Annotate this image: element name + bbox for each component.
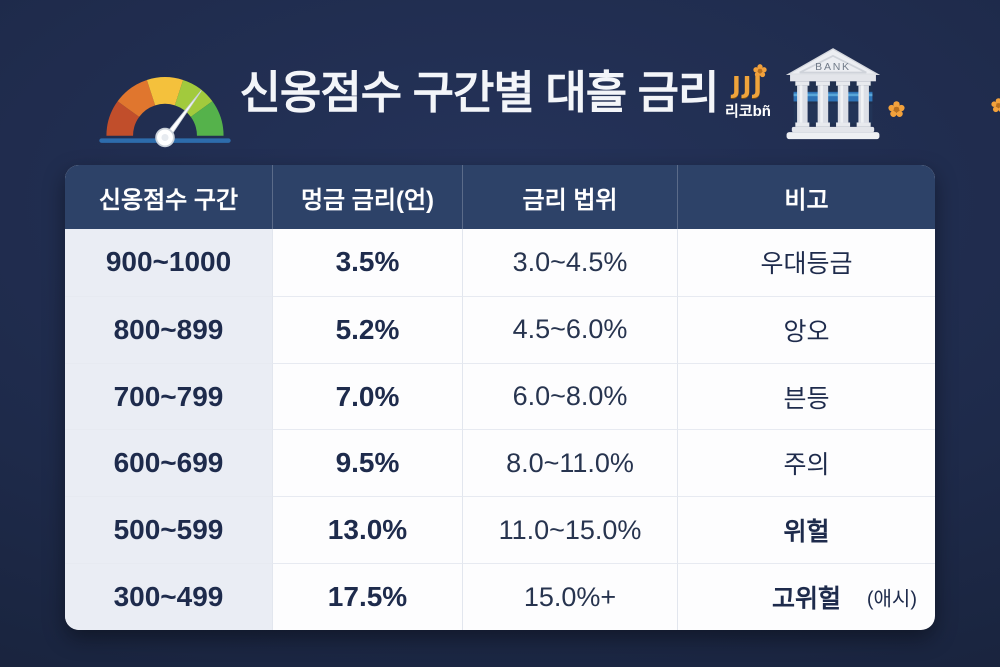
rates-table: 신옹점수 구간 멍금 금리(언) 금리 법위 비고 900~1000 3.5% … [65, 165, 935, 630]
page-title: 신옹점수 구간별 대흘 금리 [239, 67, 720, 118]
cell-score-range: 800~899 [65, 295, 273, 363]
cell-rate-band: 8.0~11.0% [463, 429, 678, 497]
note-main: 고위헐 [771, 585, 841, 614]
cell-rate-band: 15.0%+ [463, 563, 678, 630]
table-row: 700~799 7.0% 6.0~8.0% 븐등 [65, 362, 935, 430]
cell-note: 위헐 [678, 496, 935, 563]
table-body: 900~1000 3.5% 3.0~4.5% 우대등금 800~899 5.2%… [65, 229, 935, 630]
table-row: 300~499 17.5% 15.0%+ 고위헐 (애시) [65, 563, 935, 630]
bank-building-icon: BANK [785, 48, 881, 140]
column-header-rate-band: 금리 법위 [463, 165, 678, 229]
cell-note: 고위헐 (애시) [678, 563, 935, 630]
table-header-row: 신옹점수 구간 멍금 금리(언) 금리 법위 비고 [65, 165, 935, 229]
brand-mark: JJJ 리코bñ [718, 74, 778, 121]
speedometer-gauge-icon [99, 77, 231, 148]
cell-avg-rate: 7.0% [273, 362, 463, 430]
cell-avg-rate: 3.5% [273, 229, 463, 296]
cell-rate-band: 4.5~6.0% [463, 295, 678, 363]
table-row: 800~899 5.2% 4.5~6.0% 앙오 [65, 295, 935, 363]
cell-score-range: 900~1000 [65, 229, 273, 296]
table-row: 900~1000 3.5% 3.0~4.5% 우대등금 [65, 229, 935, 296]
cell-note: 우대등금 [760, 250, 853, 279]
cell-avg-rate: 17.5% [273, 563, 463, 630]
brand-name: 리코bñ [725, 103, 771, 120]
flower-icon [888, 101, 905, 117]
column-header-score-range: 신옹점수 구간 [65, 165, 273, 229]
cell-rate-band: 3.0~4.5% [463, 229, 678, 296]
cell-score-range: 700~799 [65, 362, 273, 430]
cell-rate-band: 6.0~8.0% [463, 362, 678, 430]
cell-rate-band: 11.0~15.0% [463, 496, 678, 564]
cell-score-range: 300~499 [65, 563, 273, 630]
column-header-avg-rate: 멍금 금리(언) [273, 165, 463, 229]
cell-note: 주의 [678, 429, 935, 496]
cell-avg-rate: 13.0% [273, 496, 463, 564]
cell-note: 븐등 [678, 362, 935, 430]
table-row: 500~599 13.0% 11.0~15.0% 위헐 [65, 496, 935, 564]
gold-bars-icon: JJJ [732, 73, 764, 99]
cell-score-range: 600~699 [65, 429, 273, 497]
cell-score-range: 500~599 [65, 496, 273, 564]
flower-icon [753, 64, 767, 78]
note-extra: (애시) [866, 588, 917, 611]
column-header-note: 비고 [784, 186, 829, 214]
bank-sign-label: BANK [815, 61, 851, 73]
flower-icon [991, 98, 1000, 113]
cell-note: 앙오 [678, 295, 935, 363]
cell-avg-rate: 5.2% [273, 295, 463, 363]
cell-avg-rate: 9.5% [273, 429, 463, 497]
table-row: 600~699 9.5% 8.0~11.0% 주의 [65, 429, 935, 497]
